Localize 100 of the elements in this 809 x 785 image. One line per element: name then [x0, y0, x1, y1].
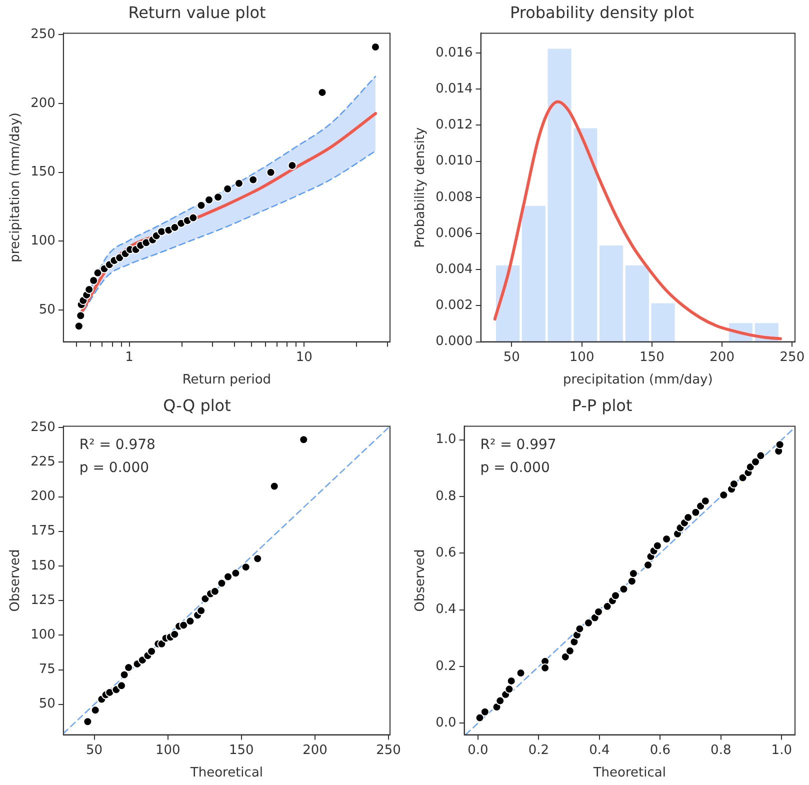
- x-tick-label: 50: [86, 742, 103, 758]
- point: [738, 473, 748, 482]
- y-tick-label: 0.002: [436, 298, 473, 314]
- y-tick-label: 0.4: [436, 602, 456, 618]
- y-tick-label: 0.004: [436, 262, 473, 277]
- point: [700, 496, 710, 506]
- y-tick-label: 0.008: [436, 190, 473, 205]
- y-tick-label: 0.010: [436, 154, 473, 169]
- point: [241, 562, 250, 572]
- point: [475, 713, 484, 722]
- point: [570, 637, 579, 646]
- annotation: p = 0.000: [480, 460, 550, 476]
- x-tick-label: 100: [569, 350, 594, 365]
- y-tick-label: 0.2: [436, 658, 456, 674]
- point: [540, 663, 550, 672]
- y-tick-label: 200: [30, 96, 56, 111]
- y-tick-label: 150: [30, 164, 56, 180]
- point: [751, 457, 760, 466]
- y-tick-label: 0.006: [436, 226, 473, 241]
- point: [186, 616, 195, 626]
- annotation: R² = 0.997: [480, 436, 556, 453]
- point: [628, 569, 638, 578]
- annotation: p = 0.000: [79, 460, 150, 476]
- x-axis-title: Theoretical: [592, 766, 666, 781]
- x-tick-label: 10: [296, 350, 312, 365]
- x-tick-label: 0.2: [528, 742, 550, 758]
- point: [270, 482, 279, 491]
- y-tick-label: 0.014: [436, 82, 473, 97]
- point: [729, 480, 738, 489]
- x-tick-label: 150: [229, 742, 254, 758]
- point: [619, 584, 628, 594]
- y-tick-label: 150: [30, 558, 56, 574]
- point: [756, 451, 766, 460]
- point: [627, 576, 636, 586]
- point: [691, 508, 700, 517]
- y-tick-label: 0.016: [436, 45, 473, 60]
- x-tick-label: 150: [640, 350, 664, 365]
- y-tick-label: 100: [30, 234, 56, 249]
- point: [231, 568, 240, 578]
- x-axis-title: Return period: [182, 372, 272, 388]
- point: [299, 435, 308, 444]
- x-axis-title: Theoretical: [189, 766, 264, 781]
- y-tick-label: 0.0: [436, 716, 456, 731]
- y-tick-label: 250: [30, 26, 56, 42]
- point: [90, 706, 100, 715]
- point: [746, 462, 755, 472]
- chart-title: Q-Q plot: [163, 396, 231, 415]
- x-tick-label: 1.0: [771, 742, 792, 758]
- point: [560, 652, 570, 662]
- point: [170, 630, 180, 639]
- chart-title: P-P plot: [572, 396, 632, 415]
- y-tick-label: 100: [30, 628, 56, 643]
- point: [775, 440, 784, 450]
- x-tick-label: 0.4: [589, 742, 610, 758]
- x-tick-label: 1: [125, 350, 134, 365]
- line-series: [493, 100, 782, 340]
- point: [196, 606, 206, 616]
- point: [120, 670, 129, 680]
- y-tick-label: 50: [38, 302, 56, 318]
- point: [602, 602, 612, 611]
- point: [224, 572, 233, 582]
- point: [83, 717, 92, 726]
- y-tick-label: 250: [30, 420, 56, 435]
- point: [179, 620, 188, 630]
- y-tick-label: 1.0: [436, 432, 456, 448]
- point: [504, 684, 514, 694]
- x-tick-label: 200: [710, 350, 734, 365]
- y-axis-title: precipitation (mm/day): [8, 112, 24, 262]
- y-tick-label: 50: [38, 696, 56, 712]
- y-tick-label: 0.000: [436, 334, 473, 350]
- y-tick-label: 125: [30, 592, 56, 608]
- y-axis-title: Observed: [8, 549, 24, 612]
- point: [124, 663, 134, 672]
- y-axis-title: Probability density: [413, 126, 428, 248]
- chart-title: Probability density plot: [510, 2, 694, 22]
- x-tick-label: 200: [302, 742, 328, 758]
- x-tick-label: 100: [155, 742, 180, 758]
- x-tick-label: 50: [503, 350, 520, 365]
- point: [584, 618, 593, 628]
- x-tick-label: 0.6: [650, 742, 670, 758]
- point: [217, 578, 226, 588]
- y-tick-label: 200: [30, 489, 56, 504]
- y-tick-label: 225: [30, 454, 56, 470]
- x-tick-label: 250: [376, 742, 401, 758]
- x-tick-label: 0.0: [468, 742, 488, 758]
- y-axis-title: Observed: [413, 549, 428, 612]
- x-axis-title: precipitation (mm/day): [563, 372, 713, 388]
- y-tick-label: 0.012: [436, 118, 473, 133]
- y-tick-label: 175: [30, 524, 56, 539]
- y-tick-label: 0.8: [436, 488, 456, 504]
- point: [253, 554, 262, 564]
- point: [496, 696, 505, 706]
- point: [210, 586, 220, 596]
- x-tick-label: 250: [780, 350, 805, 365]
- chart-title: Return value plot: [128, 2, 266, 22]
- y-tick-label: 0.6: [436, 546, 456, 561]
- point: [652, 541, 662, 550]
- point: [565, 646, 574, 656]
- x-tick-label: 0.8: [710, 742, 732, 758]
- point: [575, 624, 584, 634]
